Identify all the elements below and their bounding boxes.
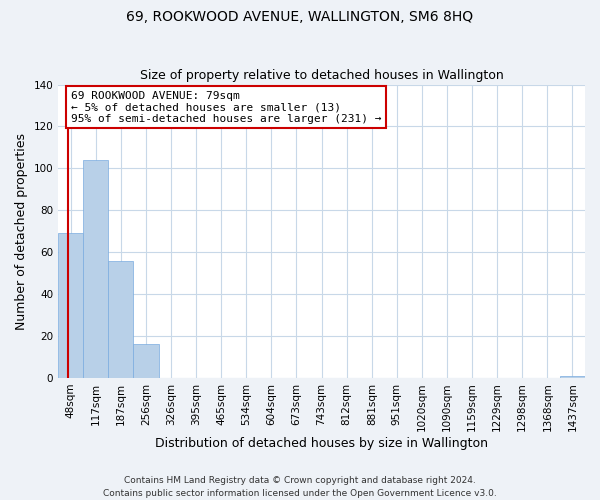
Bar xyxy=(83,160,109,378)
X-axis label: Distribution of detached houses by size in Wallington: Distribution of detached houses by size … xyxy=(155,437,488,450)
Bar xyxy=(58,234,83,378)
Text: Contains HM Land Registry data © Crown copyright and database right 2024.
Contai: Contains HM Land Registry data © Crown c… xyxy=(103,476,497,498)
Bar xyxy=(560,376,585,378)
Text: 69 ROOKWOOD AVENUE: 79sqm
← 5% of detached houses are smaller (13)
95% of semi-d: 69 ROOKWOOD AVENUE: 79sqm ← 5% of detach… xyxy=(71,91,381,124)
Y-axis label: Number of detached properties: Number of detached properties xyxy=(15,132,28,330)
Bar xyxy=(109,260,133,378)
Bar xyxy=(133,344,158,378)
Title: Size of property relative to detached houses in Wallington: Size of property relative to detached ho… xyxy=(140,69,503,82)
Text: 69, ROOKWOOD AVENUE, WALLINGTON, SM6 8HQ: 69, ROOKWOOD AVENUE, WALLINGTON, SM6 8HQ xyxy=(127,10,473,24)
